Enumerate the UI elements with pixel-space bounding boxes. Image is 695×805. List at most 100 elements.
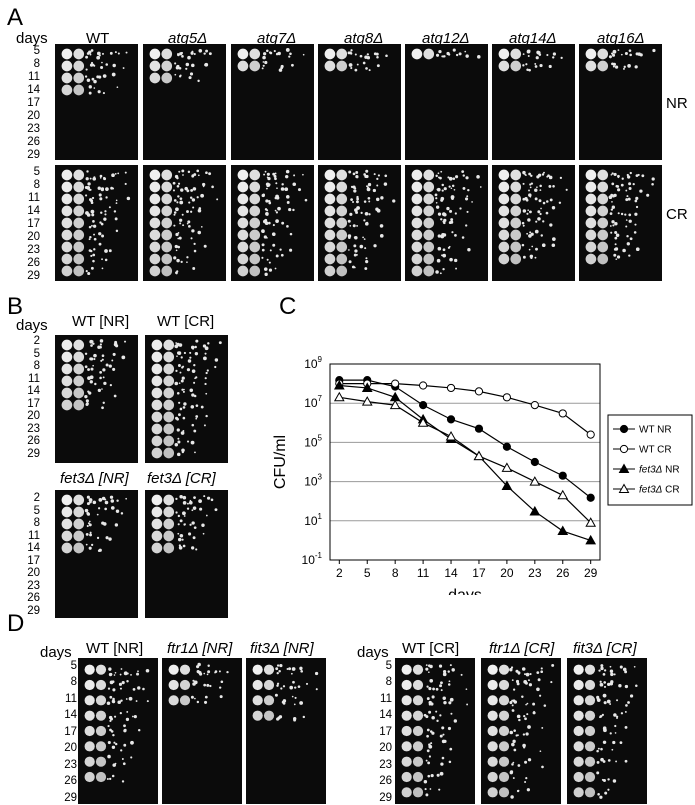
colony-dot (548, 175, 553, 180)
colony-dot (175, 65, 180, 70)
colony-dot (366, 53, 369, 56)
colony-dot (218, 341, 222, 345)
colony-spot (585, 193, 597, 205)
colony-dot (427, 774, 431, 778)
colony-dot (123, 743, 127, 747)
colony-dot (526, 68, 529, 71)
colony-dot (453, 719, 458, 723)
colony-dot (434, 193, 438, 197)
colony-dot (277, 206, 281, 211)
colony-dot (428, 671, 430, 674)
colony-dot (177, 364, 181, 367)
colony-dot (431, 715, 435, 720)
colony-dot (206, 369, 209, 372)
colony-spot (324, 265, 336, 277)
colony-dot (209, 684, 212, 688)
day-label: 8 (385, 676, 392, 688)
colony-dot (442, 55, 445, 58)
colony-dot (86, 495, 90, 499)
colony-dot (189, 356, 192, 359)
colony-dot (145, 668, 150, 673)
colony-spot (151, 447, 163, 459)
colony-dot (112, 367, 116, 371)
colony-spot (498, 253, 510, 265)
colony-dot (367, 182, 372, 187)
colony-dot (552, 237, 556, 241)
colony-dot (348, 249, 350, 251)
colony-dot (540, 670, 544, 674)
colony-spot (249, 205, 261, 217)
colony-dot (364, 267, 368, 270)
colony-dot (176, 258, 180, 263)
colony-spot (412, 710, 424, 721)
colony-dot (639, 189, 643, 193)
day-label: 20 (27, 410, 40, 422)
colony-spot (487, 756, 498, 767)
colony-dot (179, 222, 182, 225)
colony-dot (438, 248, 440, 251)
colony-dot (385, 54, 388, 58)
colony-dot (122, 762, 126, 766)
colony-spot (61, 265, 73, 277)
day-label: 8 (33, 179, 40, 191)
colony-dot (440, 218, 443, 221)
colony-dot (299, 701, 304, 705)
colony-spot (324, 241, 336, 253)
colony-dot (109, 719, 112, 723)
day-label: 8 (33, 58, 40, 70)
colony-dot (125, 717, 130, 722)
colony-dot (274, 267, 277, 270)
colony-spot (151, 339, 163, 351)
colony-dot (100, 222, 104, 226)
colony-spot (161, 72, 173, 84)
colony-dot (439, 684, 442, 688)
colony-dot (100, 359, 103, 362)
colony-dot (610, 173, 613, 176)
colony-dot (435, 710, 438, 713)
colony-dot (124, 340, 127, 343)
colony-dot (182, 406, 186, 409)
colony-dot (177, 351, 181, 355)
colony-dot (621, 177, 624, 180)
colony-dot (290, 672, 293, 675)
plate-a-cr-atg14 (492, 165, 575, 281)
colony-dot (476, 175, 480, 179)
colony-dot (438, 664, 443, 668)
colony-dot (115, 199, 118, 202)
y-axis-label: CFU/ml (272, 435, 289, 489)
colony-dot (84, 75, 88, 78)
colony-dot (86, 402, 89, 406)
colony-dot (126, 672, 129, 675)
colony-dot (192, 206, 195, 209)
colony-dot (93, 79, 97, 84)
colony-spot (73, 253, 85, 265)
colony-dot (121, 681, 125, 685)
colony-spot (149, 72, 161, 84)
colony-dot (189, 523, 192, 526)
colony-dot (425, 664, 428, 667)
colony-spot (73, 265, 85, 277)
colony-spot (237, 241, 249, 253)
colony-spot (423, 229, 435, 241)
colony-spot (336, 265, 348, 277)
plate-d-fit3-cr (567, 658, 647, 804)
colony-dot (191, 546, 195, 550)
colony-spot (487, 787, 498, 798)
colony-spot (149, 229, 161, 241)
colony-spot (61, 494, 73, 506)
colony-dot (542, 201, 546, 205)
colony-dot (612, 65, 616, 68)
colony-dot (192, 679, 195, 682)
colony-dot (611, 200, 613, 203)
colony-dot (89, 188, 92, 191)
colony-dot (366, 221, 369, 224)
colony-dot (205, 49, 209, 53)
day-label: 14 (27, 385, 40, 397)
colony-dot (362, 236, 364, 239)
colony-dot (596, 760, 600, 764)
colony-dot (272, 243, 276, 247)
data-point (391, 379, 400, 388)
colony-dot (373, 52, 377, 56)
colony-dot (441, 254, 443, 257)
colony-spot (597, 181, 609, 193)
